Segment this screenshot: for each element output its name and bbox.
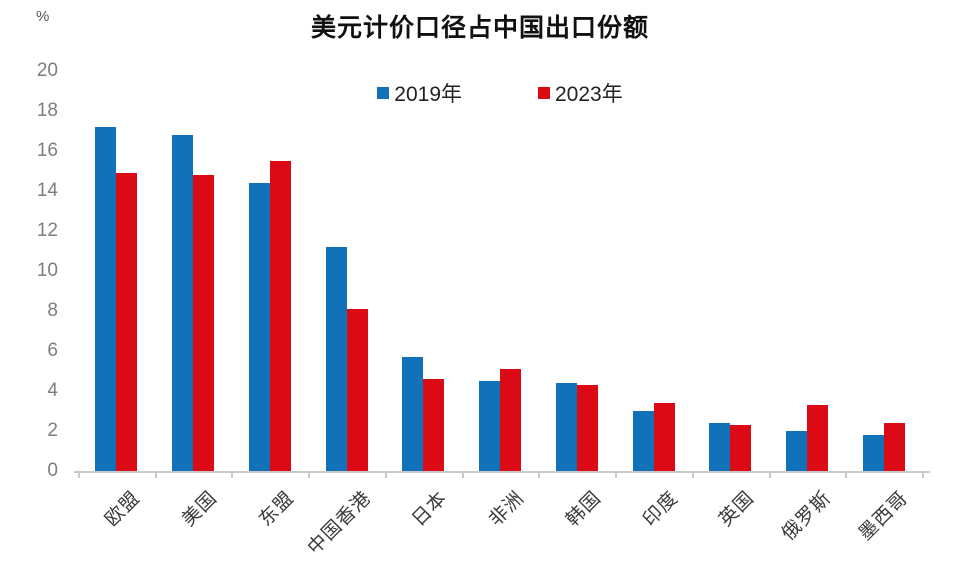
y-axis-label: 8 [47, 300, 58, 321]
x-axis-tick [154, 471, 157, 478]
bar-2023年-英国 [730, 425, 752, 471]
bar-group: 韩国 [538, 71, 615, 531]
bar-group: 日本 [385, 71, 462, 531]
bar-pair [709, 423, 752, 471]
x-axis-tick [308, 471, 311, 478]
plot-area: 欧盟 美国 东盟 中国香港 日本 非洲 韩国 印度 英国 俄罗斯 墨西哥 [78, 71, 922, 559]
y-axis-unit-label: % [36, 8, 50, 25]
x-axis-tick [78, 471, 80, 478]
bar-2023年-印度 [653, 403, 675, 471]
bar-pair [632, 403, 675, 471]
legend-item-2023年: 2023年 [538, 78, 623, 108]
bar-2023年-日本 [423, 379, 445, 471]
bar-2019年-东盟 [248, 183, 270, 471]
bar-pair [785, 405, 828, 471]
bar-2023年-美国 [193, 175, 215, 471]
bar-group: 非洲 [462, 71, 539, 531]
x-axis-label: 俄罗斯 [778, 487, 836, 545]
bar-2019年-非洲 [479, 381, 501, 471]
x-axis-tick [768, 471, 771, 478]
bar-2023年-韩国 [576, 385, 598, 471]
bar-group: 东盟 [231, 71, 308, 531]
x-axis-label: 非洲 [485, 487, 529, 531]
x-axis-tick [691, 471, 694, 478]
bar-2019年-中国香港 [325, 247, 347, 471]
bar-2023年-非洲 [500, 369, 522, 471]
y-axis-label: 16 [36, 140, 58, 161]
bar-2019年-美国 [172, 135, 194, 471]
bar-2023年-俄罗斯 [806, 405, 828, 471]
y-axis-label: 14 [36, 180, 58, 201]
bar-2019年-印度 [632, 411, 654, 471]
legend-swatch-icon [538, 87, 550, 99]
bar-pair [95, 127, 138, 471]
bar-2019年-俄罗斯 [785, 431, 807, 471]
x-axis-label: 美国 [178, 487, 222, 531]
x-axis-tick [538, 471, 541, 478]
y-axis-label: 20 [36, 60, 58, 81]
bar-pair [479, 369, 522, 471]
bar-pair [325, 247, 368, 471]
x-axis-tick [231, 471, 234, 478]
y-axis-label: 12 [36, 220, 58, 241]
bar-group: 俄罗斯 [769, 71, 846, 545]
legend-label: 2019年 [394, 83, 462, 106]
chart-title: 美元计价口径占中国出口份额 [310, 15, 649, 42]
bar-group: 英国 [692, 71, 769, 531]
x-axis-tick [845, 471, 848, 478]
bar-group: 中国香港 [304, 71, 385, 559]
bar-group: 印度 [615, 71, 692, 531]
bar-2019年-欧盟 [95, 127, 117, 471]
bar-2023年-欧盟 [116, 173, 138, 471]
x-axis-tick [615, 471, 618, 478]
x-axis-label: 日本 [408, 487, 452, 531]
y-axis-label: 4 [47, 380, 58, 401]
x-axis-label: 欧盟 [101, 487, 145, 531]
chart-legend: 2019年 2023年 [20, 80, 960, 106]
x-axis-label: 英国 [715, 487, 759, 531]
bar-2019年-韩国 [555, 383, 577, 471]
x-axis-line [74, 471, 930, 473]
legend-item-2019年: 2019年 [377, 78, 462, 108]
bar-2023年-东盟 [269, 161, 291, 471]
y-axis-label: 18 [36, 100, 58, 121]
y-axis-label: 6 [47, 340, 58, 361]
bar-group: 美国 [155, 71, 232, 531]
bar-pair [172, 135, 215, 471]
y-axis-label: 0 [47, 460, 58, 481]
x-axis-label: 韩国 [562, 487, 606, 531]
y-axis-label: 10 [36, 260, 58, 281]
legend-label: 2023年 [555, 83, 623, 106]
bar-pair [248, 161, 291, 471]
bar-2019年-墨西哥 [862, 435, 884, 471]
x-axis-label: 中国香港 [303, 487, 375, 559]
bar-pair [555, 383, 598, 471]
y-axis: 0 2 4 6 8 10 12 14 16 18 20 [0, 0, 58, 571]
bar-group: 墨西哥 [845, 71, 922, 545]
x-axis-tick [384, 471, 387, 478]
x-axis-tick [461, 471, 464, 478]
legend-swatch-icon [377, 87, 390, 99]
bar-group: 欧盟 [78, 71, 155, 531]
bar-2019年-日本 [402, 357, 424, 471]
bar-pair [402, 357, 445, 471]
bar-2019年-英国 [709, 423, 731, 471]
x-axis-tick [922, 471, 924, 478]
bar-2023年-墨西哥 [883, 423, 905, 471]
y-axis-label: 2 [47, 420, 58, 441]
x-axis-label: 墨西哥 [854, 487, 913, 545]
bar-2023年-中国香港 [346, 309, 368, 471]
bar-pair [862, 423, 905, 471]
x-axis-label: 东盟 [255, 487, 299, 531]
x-axis-label: 印度 [638, 487, 682, 531]
